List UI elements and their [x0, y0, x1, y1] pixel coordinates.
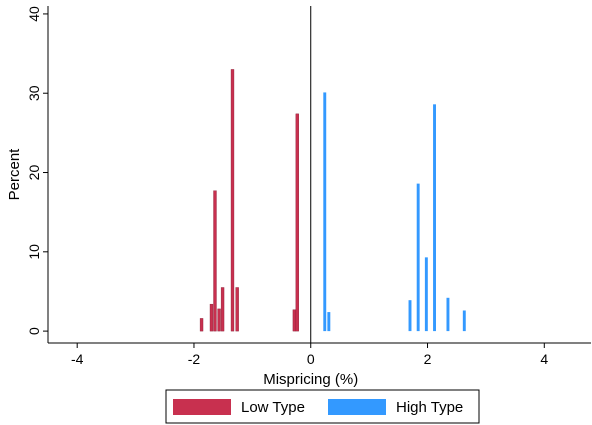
- high-type-bar-7: [462, 310, 466, 332]
- legend-label-low-type: Low Type: [241, 399, 305, 416]
- low-type-bar-1: [209, 303, 214, 332]
- x-tick-label-2: 2: [424, 351, 432, 367]
- x-tick-label--4: -4: [71, 351, 84, 367]
- low-type-bar-7: [292, 309, 297, 332]
- plot-area: [47, 6, 591, 344]
- legend: Low Type High Type: [165, 389, 480, 424]
- x-axis-title: Mispricing (%): [263, 371, 358, 388]
- low-type-bar-8: [295, 113, 299, 332]
- bars-layer: [199, 69, 466, 332]
- low-type-bar-2: [213, 190, 217, 332]
- high-type-bar-3: [416, 183, 420, 332]
- low-type-bar-3: [217, 308, 221, 332]
- y-tick-label-20: 20: [26, 165, 42, 181]
- high-type-bar-6: [446, 297, 450, 332]
- low-type-bar-6: [235, 287, 239, 332]
- x-tick-label-0: 0: [307, 351, 315, 367]
- y-tick-label-30: 30: [26, 85, 42, 101]
- y-axis-title: Percent: [6, 148, 23, 201]
- legend-label-high-type: High Type: [396, 399, 463, 416]
- x-tick-label-4: 4: [540, 351, 548, 367]
- high-type-bar-5: [433, 104, 436, 332]
- legend-swatch-high-type: [328, 399, 386, 415]
- y-tick-label-40: 40: [26, 6, 42, 22]
- y-tick-label-10: 10: [26, 244, 42, 260]
- low-type-bar-0: [199, 318, 204, 332]
- high-type-bar-2: [408, 300, 412, 332]
- low-type-bar-4: [220, 287, 225, 332]
- y-axis: 0 10 20 30 40: [26, 6, 48, 335]
- x-axis: -4 -2 0 2 4: [71, 343, 548, 367]
- y-tick-label-0: 0: [26, 327, 42, 335]
- high-type-bar-1: [327, 312, 331, 332]
- x-tick-label--2: -2: [188, 351, 201, 367]
- low-type-bar-5: [230, 69, 235, 332]
- high-type-bar-4: [424, 257, 428, 332]
- legend-swatch-low-type: [173, 399, 231, 415]
- high-type-bar-0: [323, 92, 327, 332]
